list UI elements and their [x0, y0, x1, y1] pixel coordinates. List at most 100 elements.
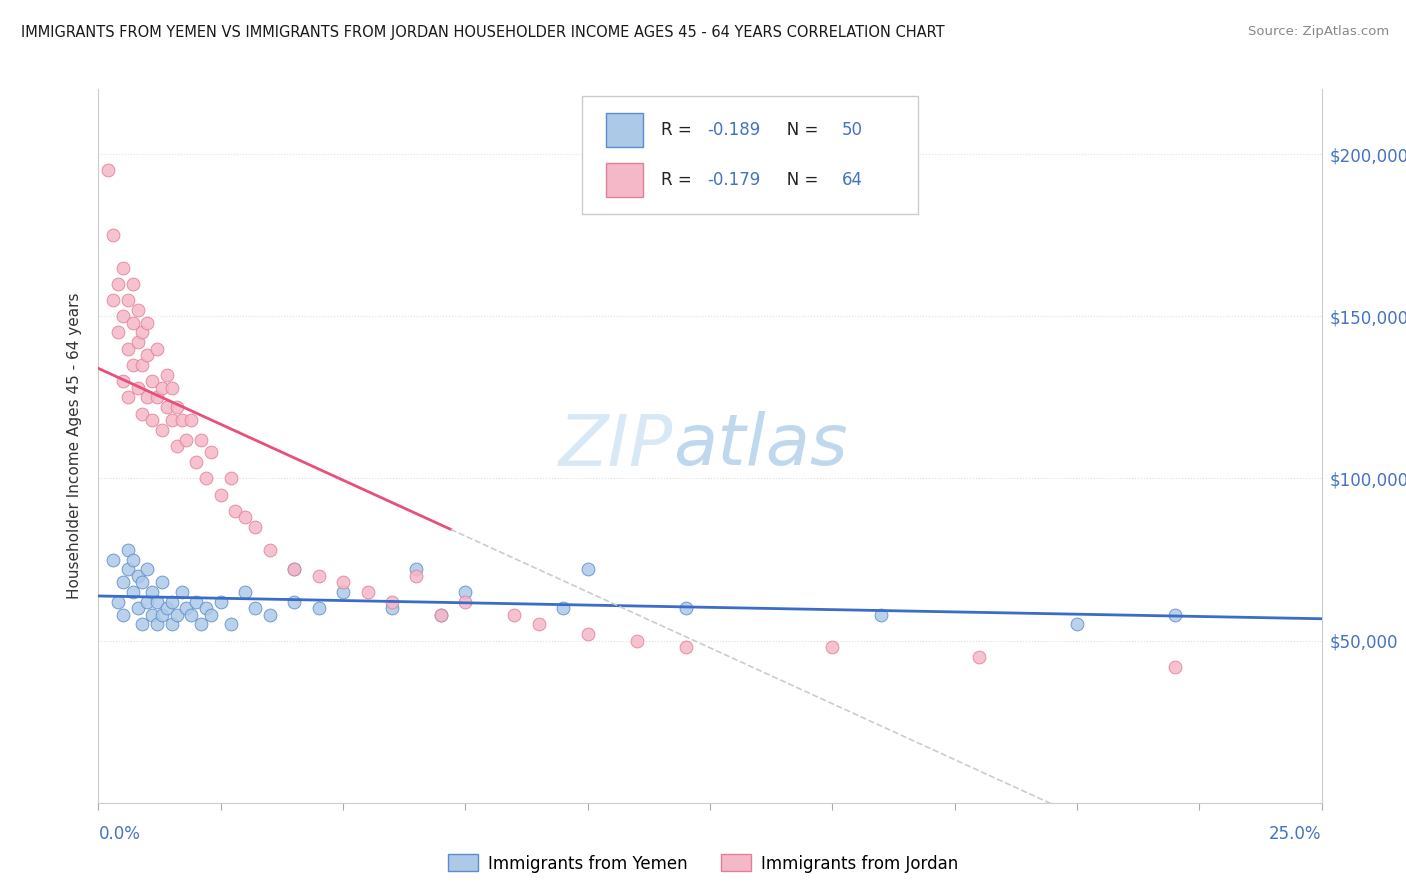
Text: R =: R =: [661, 121, 697, 139]
Point: [200, 607, 222, 622]
Point: [146, 595, 169, 609]
Point: [101, 228, 124, 243]
Point: [180, 413, 202, 427]
Point: [121, 277, 143, 291]
Point: [146, 390, 169, 404]
Point: [156, 368, 179, 382]
Point: [107, 277, 129, 291]
Point: [166, 607, 188, 622]
Point: [107, 595, 129, 609]
Point: [150, 607, 173, 622]
Point: [127, 335, 149, 350]
Point: [209, 488, 232, 502]
Point: [259, 542, 281, 557]
Point: [430, 607, 453, 622]
Point: [101, 293, 124, 307]
Point: [111, 575, 134, 590]
Point: [356, 585, 378, 599]
Point: [170, 413, 193, 427]
Text: 50: 50: [842, 121, 863, 139]
Point: [576, 562, 599, 576]
Point: [170, 585, 193, 599]
Point: [121, 552, 143, 566]
Text: Source: ZipAtlas.com: Source: ZipAtlas.com: [1249, 25, 1389, 38]
Point: [576, 627, 599, 641]
Point: [121, 585, 143, 599]
Point: [141, 374, 163, 388]
Point: [283, 562, 305, 576]
Point: [186, 455, 208, 469]
Point: [127, 601, 149, 615]
Point: [332, 575, 354, 590]
Point: [97, 163, 120, 178]
Point: [1164, 607, 1187, 622]
Point: [176, 601, 198, 615]
Point: [101, 552, 124, 566]
Point: [136, 562, 159, 576]
Point: [967, 649, 990, 664]
Text: R =: R =: [661, 171, 697, 189]
Point: [156, 601, 179, 615]
Text: 25.0%: 25.0%: [1270, 825, 1322, 843]
Point: [243, 520, 266, 534]
Point: [283, 562, 305, 576]
Point: [219, 617, 242, 632]
Point: [107, 326, 129, 340]
Point: [136, 348, 159, 362]
Point: [131, 326, 153, 340]
Point: [121, 316, 143, 330]
Point: [870, 607, 893, 622]
Point: [243, 601, 266, 615]
Point: [186, 595, 208, 609]
Point: [136, 316, 159, 330]
Text: ZIP: ZIP: [560, 411, 673, 481]
Point: [454, 595, 477, 609]
Text: IMMIGRANTS FROM YEMEN VS IMMIGRANTS FROM JORDAN HOUSEHOLDER INCOME AGES 45 - 64 : IMMIGRANTS FROM YEMEN VS IMMIGRANTS FROM…: [21, 25, 945, 40]
FancyBboxPatch shape: [606, 162, 643, 197]
FancyBboxPatch shape: [582, 96, 918, 214]
Point: [111, 310, 134, 324]
Point: [150, 423, 173, 437]
Point: [180, 607, 202, 622]
Point: [195, 471, 218, 485]
Point: [224, 504, 246, 518]
Point: [111, 607, 134, 622]
Point: [176, 433, 198, 447]
Point: [111, 374, 134, 388]
Text: 64: 64: [842, 171, 863, 189]
Point: [219, 471, 242, 485]
Text: N =: N =: [772, 121, 824, 139]
Point: [259, 607, 281, 622]
Point: [454, 585, 477, 599]
Point: [821, 640, 844, 654]
Point: [675, 601, 697, 615]
Point: [209, 595, 232, 609]
Point: [283, 595, 305, 609]
Text: N =: N =: [772, 171, 824, 189]
Point: [117, 390, 139, 404]
Point: [405, 568, 427, 582]
Point: [195, 601, 218, 615]
Y-axis label: Householder Income Ages 45 - 64 years: Householder Income Ages 45 - 64 years: [67, 293, 83, 599]
Point: [332, 585, 354, 599]
Point: [166, 400, 188, 414]
Point: [131, 617, 153, 632]
Point: [150, 381, 173, 395]
Point: [308, 601, 330, 615]
Point: [1164, 659, 1187, 673]
Point: [190, 617, 212, 632]
Point: [156, 400, 179, 414]
Text: 0.0%: 0.0%: [98, 825, 141, 843]
Point: [626, 633, 648, 648]
Point: [381, 601, 404, 615]
Point: [233, 585, 256, 599]
Point: [131, 358, 153, 372]
FancyBboxPatch shape: [606, 112, 643, 147]
Point: [503, 607, 526, 622]
Point: [111, 260, 134, 275]
Point: [127, 302, 149, 317]
Point: [127, 381, 149, 395]
Point: [160, 381, 183, 395]
Point: [136, 595, 159, 609]
Point: [160, 413, 183, 427]
